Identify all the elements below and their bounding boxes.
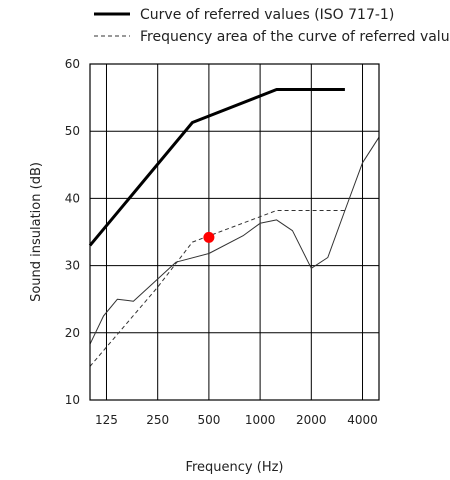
y-axis-title: Sound insulation (dB) [29, 162, 44, 302]
x-tick-label: 1000 [245, 413, 276, 427]
y-tick-label: 30 [65, 259, 80, 273]
y-tick-label: 20 [65, 326, 80, 340]
y-tick-label: 60 [65, 57, 80, 71]
x-tick-label: 125 [95, 413, 118, 427]
highlight-point [203, 232, 214, 243]
x-tick-label: 4000 [347, 413, 378, 427]
legend: Curve of referred values (ISO 717-1) Fre… [94, 7, 450, 45]
marks-group [203, 232, 214, 243]
series-frequency-area [90, 211, 345, 367]
series-measured-curve [90, 137, 379, 344]
y-tick-label: 10 [65, 393, 80, 407]
x-tick-label: 2000 [296, 413, 327, 427]
x-tick-label: 250 [146, 413, 169, 427]
plot-frame [90, 64, 379, 400]
series-reference-curve [90, 90, 345, 246]
legend-label-frequency-area: Frequency area of the curve of referred … [140, 29, 450, 45]
x-axis-title: Frequency (Hz) [185, 460, 283, 475]
y-tick-label: 40 [65, 191, 80, 205]
grid [90, 64, 379, 400]
x-tick-label: 500 [197, 413, 220, 427]
y-tick-label: 50 [65, 124, 80, 138]
legend-label-reference-curve: Curve of referred values (ISO 717-1) [140, 7, 394, 23]
